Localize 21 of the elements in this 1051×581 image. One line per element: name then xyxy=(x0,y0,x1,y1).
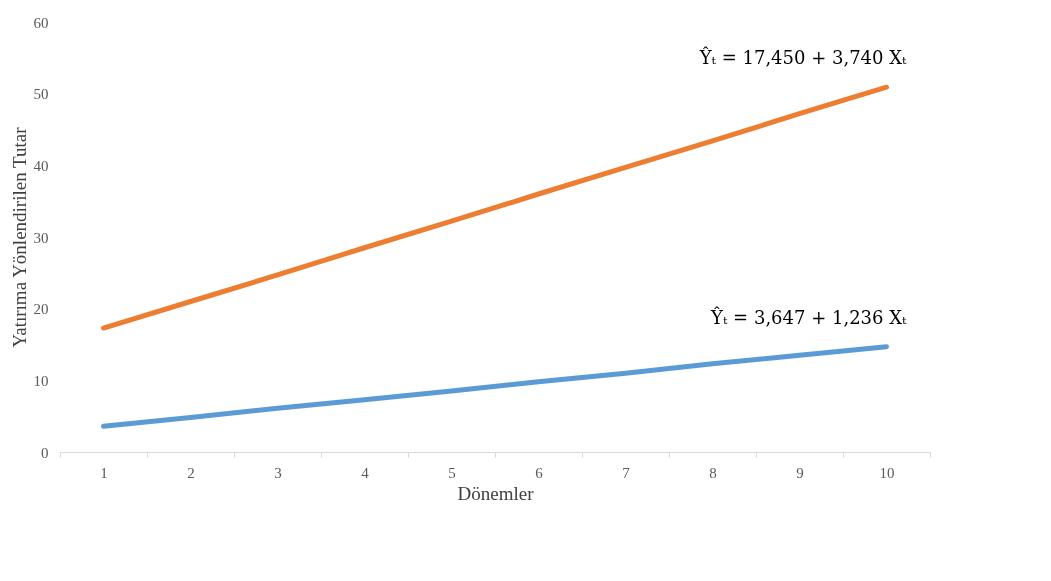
x-tick-label: 6 xyxy=(535,464,544,481)
y-tick-label: 10 xyxy=(33,372,49,389)
y-tick-label: 40 xyxy=(33,157,49,174)
y-tick-label: 30 xyxy=(33,229,49,246)
annotation: Ŷₜ = 3,647 + 1,236 Xₜ xyxy=(710,305,908,328)
x-tick-label: 7 xyxy=(622,464,631,481)
x-tick-label: 5 xyxy=(448,464,456,481)
x-axis-title: Dönemler xyxy=(457,482,535,504)
y-tick-label: 20 xyxy=(33,301,49,318)
y-tick-label: 50 xyxy=(33,86,49,103)
x-tick-label: 9 xyxy=(796,464,804,481)
x-tick-label: 2 xyxy=(187,464,195,481)
x-tick-label: 3 xyxy=(274,464,282,481)
annotation: Ŷₜ = 17,450 + 3,740 Xₜ xyxy=(698,46,908,69)
y-tick-label: 60 xyxy=(33,14,49,31)
x-tick-label: 8 xyxy=(709,464,717,481)
y-axis-title: Yatırıma Yönlendirilen Tutar xyxy=(8,126,30,348)
x-tick-label: 1 xyxy=(100,464,108,481)
y-tick-label: 0 xyxy=(41,444,49,461)
x-tick-label: 10 xyxy=(879,464,895,481)
x-tick-label: 4 xyxy=(361,464,370,481)
